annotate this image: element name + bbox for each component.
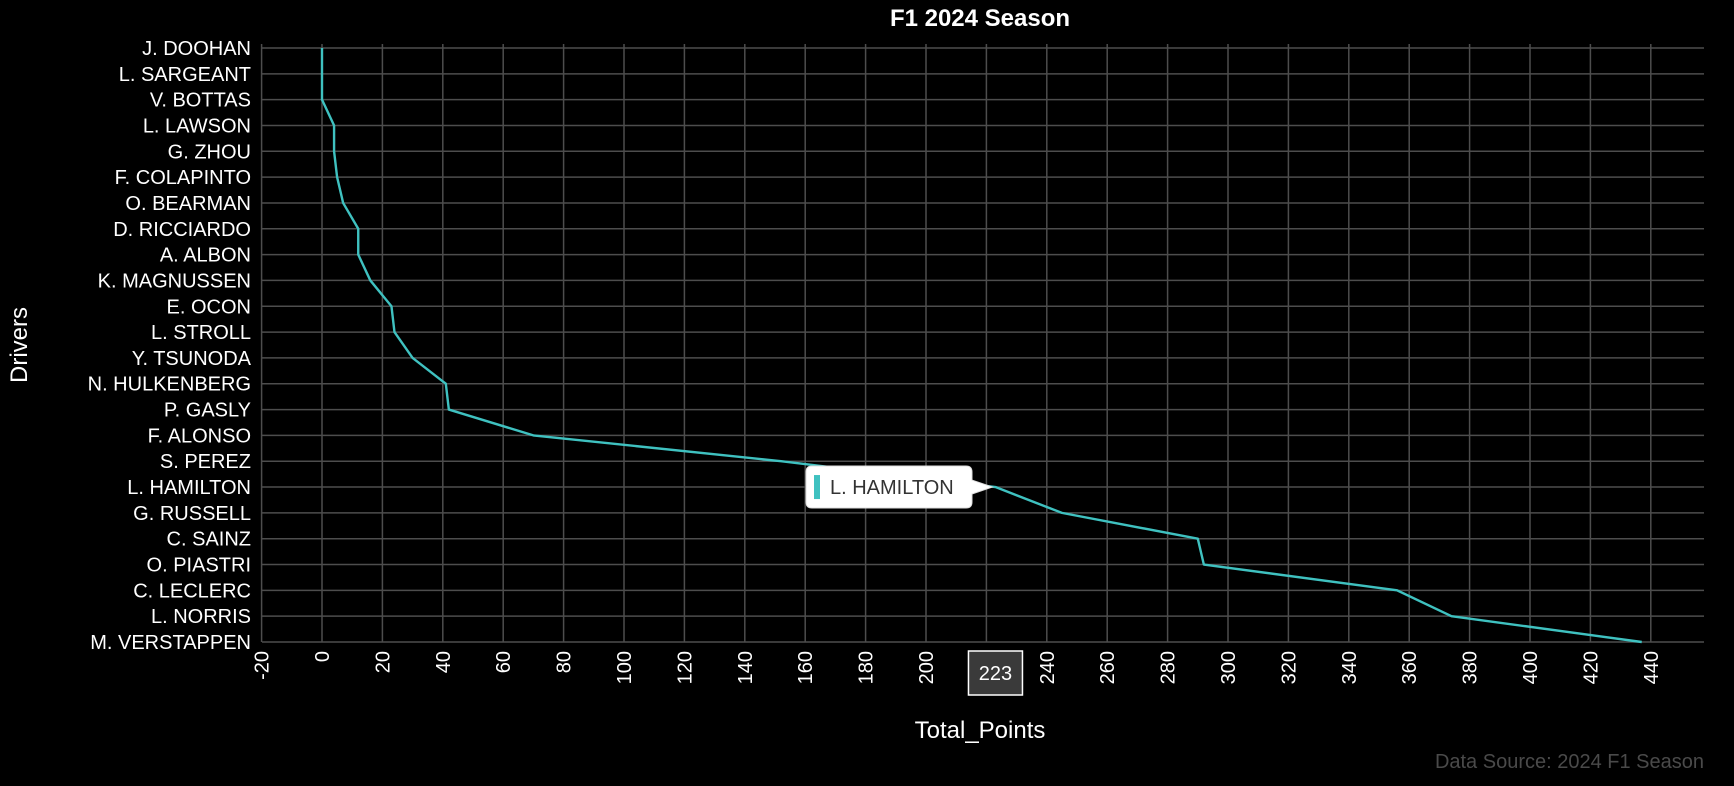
data-point [411,356,414,359]
y-tick-label: C. LECLERC [133,580,251,602]
y-axis-title: Drivers [6,307,33,383]
y-tick-label: L. HAMILTON [127,477,251,499]
y-tick-label: F. ALONSO [148,425,251,447]
data-point [321,98,324,101]
x-tick-label: 160 [795,651,817,684]
x-tick-label: 60 [493,651,515,673]
x-tick-label: 300 [1218,651,1240,684]
x-tick-label: 260 [1097,651,1119,684]
data-point [336,176,339,179]
y-tick-label: C. SAINZ [167,529,251,551]
x-tick-label: 360 [1399,651,1421,684]
y-tick-label: F. COLAPINTO [115,167,251,189]
y-tick-label: J. DOOHAN [142,38,251,60]
data-points [321,47,1644,644]
tooltip-color-swatch [814,475,820,500]
tooltip-box [805,465,995,509]
grid [260,44,1704,643]
y-tick-label: M. VERSTAPPEN [90,632,251,654]
x-tick-label: 340 [1339,651,1361,684]
data-point [357,253,360,256]
y-tick-label: G. RUSSELL [133,503,251,525]
y-tick-label: K. MAGNUSSEN [98,270,251,292]
data-point [780,460,783,463]
x-tick-label: 40 [433,651,455,673]
data-point [321,72,324,75]
x-tick-label: 120 [674,651,696,684]
data-point [390,305,393,308]
data-point [1196,537,1199,540]
data-point [357,227,360,230]
data-point [333,124,336,127]
crosshair-box [967,650,1024,696]
x-axis-title: Total_Points [915,717,1046,744]
x-tick-label: 140 [735,651,757,684]
chart-title: F1 2024 Season [890,5,1070,32]
data-point [333,150,336,153]
y-tick-label: O. PIASTRI [147,555,251,577]
y-tick-label: P. GASLY [164,400,251,422]
x-axis-tick-labels: -200204060801001201401601802002202402602… [252,651,1663,684]
y-tick-label: N. HULKENBERG [88,374,251,396]
crosshair-readout: 223 [967,650,1024,696]
data-point [393,331,396,334]
y-tick-label: O. BEARMAN [125,193,251,215]
data-point [1060,511,1063,514]
y-tick-label: Y. TSUNODA [132,348,252,370]
y-tick-label: L. NORRIS [151,606,251,628]
crosshair-value: 223 [979,663,1012,685]
x-tick-label: 400 [1520,651,1542,684]
data-point [342,201,345,204]
x-tick-label: 320 [1278,651,1300,684]
y-tick-label: G. ZHOU [168,141,251,163]
y-tick-label: D. RICCIARDO [113,219,251,241]
data-point [1396,589,1399,592]
tooltip-label: L. HAMILTON [830,477,954,499]
tooltip: L. HAMILTON [805,465,995,509]
y-tick-label: E. OCON [167,296,251,318]
x-tick-label: 440 [1641,651,1663,684]
data-point [1640,641,1643,644]
y-tick-label: L. SARGEANT [119,64,251,86]
y-tick-label: V. BOTTAS [150,90,251,112]
x-tick-label: -20 [252,651,274,680]
data-point [532,434,535,437]
data-point [321,47,324,50]
x-tick-label: 180 [856,651,878,684]
y-tick-label: L. STROLL [151,322,251,344]
y-tick-label: A. ALBON [160,245,251,267]
data-point [369,279,372,282]
data-point [1450,615,1453,618]
x-tick-label: 240 [1037,651,1059,684]
x-tick-label: 0 [312,651,334,662]
series-line [320,48,1642,644]
x-tick-label: 420 [1580,651,1602,684]
data-point [444,382,447,385]
y-tick-label: S. PEREZ [160,451,251,473]
x-tick-label: 100 [614,651,636,684]
data-point [994,486,997,489]
x-tick-label: 80 [554,651,576,673]
y-axis-tick-labels: J. DOOHAN L. SARGEANT V. BOTTAS L. LAWSON G.… [88,38,252,654]
x-tick-label: 20 [372,651,394,673]
y-tick-label: L. LAWSON [143,115,251,137]
data-source-note: Data Source: 2024 F1 Season [1435,751,1704,773]
x-tick-label: 380 [1460,651,1482,684]
x-tick-label: 280 [1158,651,1180,684]
x-tick-label: 200 [916,651,938,684]
data-point [447,408,450,411]
data-point [1202,563,1205,566]
